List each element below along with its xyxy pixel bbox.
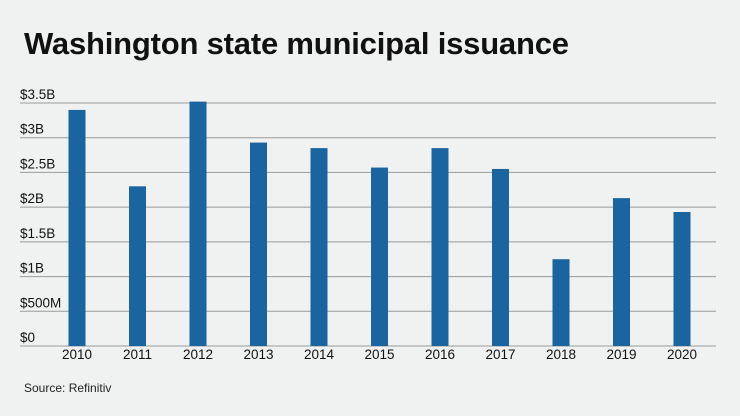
bar-2015 xyxy=(371,167,388,346)
x-tick-label: 2019 xyxy=(606,347,636,362)
bar-2017 xyxy=(492,168,509,346)
y-tick-label: $3.5B xyxy=(20,87,55,102)
y-tick-label: $3B xyxy=(20,122,44,137)
bar-2010 xyxy=(68,109,86,346)
x-tick-label: 2010 xyxy=(62,347,92,362)
x-tick-labels: 2010 2011 2012 2013 2014 2015 2016 2017 2018 2019… xyxy=(62,347,697,362)
source-note: Source: Refinitiv xyxy=(24,381,112,395)
bar-2019 xyxy=(613,198,630,346)
bar-2018 xyxy=(552,259,570,346)
y-tick-label: $2.5B xyxy=(20,156,55,171)
x-tick-label: 2018 xyxy=(546,347,576,362)
bar-2016 xyxy=(431,148,449,346)
x-tick-label: 2017 xyxy=(485,347,515,362)
bar-2012 xyxy=(189,101,207,347)
x-tick-label: 2012 xyxy=(183,347,213,362)
y-tick-label: $1.5B xyxy=(20,226,55,241)
bar-2013 xyxy=(250,142,267,346)
x-tick-label: 2020 xyxy=(667,347,697,362)
y-tick-label: $1B xyxy=(20,261,44,276)
y-tick-label: $2B xyxy=(20,191,44,206)
gridlines xyxy=(20,102,716,347)
x-tick-label: 2016 xyxy=(425,347,455,362)
bar-2011 xyxy=(129,186,146,346)
y-tick-label: $500M xyxy=(20,295,61,310)
chart-title: Washington state municipal issuance xyxy=(24,26,569,61)
bars xyxy=(68,101,691,347)
y-tick-labels: $0 $500M $1B $1.5B $2B $2.5B $3B $3.5B xyxy=(20,87,61,345)
y-tick-label: $0 xyxy=(20,330,35,345)
bar-2020 xyxy=(673,212,691,346)
x-tick-label: 2015 xyxy=(364,347,394,362)
x-tick-label: 2014 xyxy=(304,347,335,362)
x-tick-label: 2013 xyxy=(243,347,273,362)
x-tick-label: 2011 xyxy=(123,347,152,362)
bar-2014 xyxy=(310,148,328,346)
